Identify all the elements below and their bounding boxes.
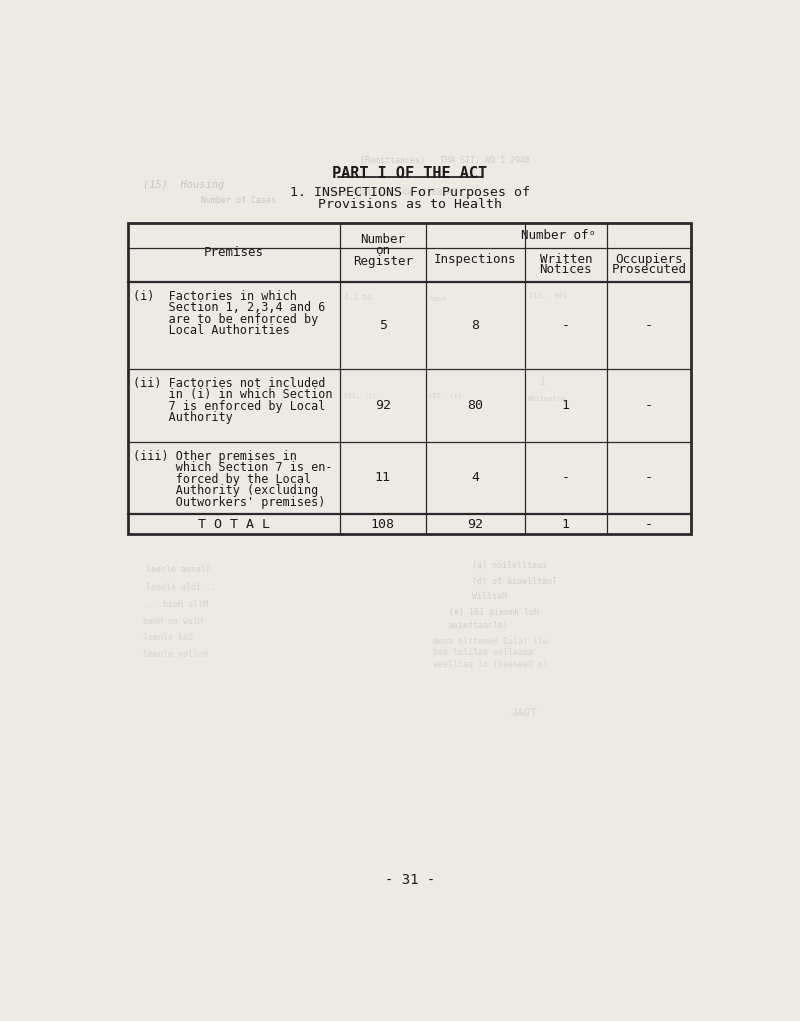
- Text: 111,  001: 111, 001: [529, 293, 567, 299]
- Text: on: on: [375, 244, 390, 257]
- Text: Inspections: Inspections: [434, 252, 516, 265]
- Text: -: -: [645, 518, 653, 531]
- Text: PART I OF THE ACT: PART I OF THE ACT: [333, 166, 487, 182]
- Text: 1: 1: [540, 377, 546, 387]
- Text: 4.1 ad: 4.1 ad: [344, 293, 372, 302]
- Text: Register: Register: [353, 255, 413, 268]
- Text: aeelllaq lo (beeseaO ol: aeelllaq lo (beeseaO ol: [434, 660, 548, 669]
- Text: 7 is enforced by Local: 7 is enforced by Local: [134, 399, 326, 412]
- Text: 151, (il: 151, (il: [428, 392, 462, 398]
- Text: 101, (il: 101, (il: [342, 392, 377, 398]
- Text: Number ofᵒ: Number ofᵒ: [521, 229, 596, 242]
- Text: and Adatal dilda of BBRAS  .5: and Adatal dilda of BBRAS .5: [333, 188, 478, 197]
- Text: which Section 7 is en-: which Section 7 is en-: [134, 461, 333, 475]
- Text: Authority (excluding: Authority (excluding: [134, 484, 318, 497]
- Text: doua eltteneH Iulal llw: doua eltteneH Iulal llw: [434, 637, 548, 646]
- Text: 80: 80: [467, 399, 483, 412]
- Text: Noileplom: Noileplom: [527, 396, 566, 402]
- Text: in (i) in which Section: in (i) in which Section: [134, 388, 333, 401]
- Text: baa lolilaa aellaaoa: baa lolilaa aellaaoa: [434, 648, 534, 658]
- Text: Notices: Notices: [539, 263, 592, 277]
- Text: -: -: [645, 399, 653, 412]
- Text: - 31 -: - 31 -: [385, 873, 435, 887]
- Text: (e) 101 aieomk loH: (e) 101 aieomk loH: [449, 607, 538, 617]
- Text: 108: 108: [371, 518, 395, 531]
- Text: 92: 92: [375, 399, 391, 412]
- Text: -: -: [645, 319, 653, 332]
- Text: 1: 1: [562, 518, 570, 531]
- Text: are to be enforced by: are to be enforced by: [134, 312, 318, 326]
- Text: (iii) Other premises in: (iii) Other premises in: [134, 450, 298, 463]
- Text: 8: 8: [471, 319, 479, 332]
- Text: Number of Cases: Number of Cases: [201, 196, 276, 204]
- Text: (15)  Housing: (15) Housing: [142, 181, 224, 190]
- Text: Number: Number: [360, 234, 406, 246]
- Text: Section 1, 2,3,4 and 6: Section 1, 2,3,4 and 6: [134, 301, 326, 314]
- Text: (ii) Factories not included: (ii) Factories not included: [134, 377, 326, 390]
- Text: (d) ot aioelltauT: (d) ot aioelltauT: [472, 577, 557, 586]
- Text: Outworkers' premises): Outworkers' premises): [134, 496, 326, 509]
- Text: Provisions as to Health: Provisions as to Health: [318, 198, 502, 211]
- Text: baoH no wslH: baoH no wslH: [142, 617, 202, 626]
- Text: -: -: [562, 319, 570, 332]
- Text: Authority: Authority: [134, 411, 233, 425]
- Text: leenle alol...: leenle alol...: [146, 583, 217, 592]
- Text: forced by the Local: forced by the Local: [134, 473, 311, 486]
- Text: aeiettaaslel: aeiettaaslel: [449, 622, 509, 631]
- Text: Occupiers: Occupiers: [615, 252, 683, 265]
- Text: JAOT: JAOT: [510, 708, 538, 718]
- Text: Written: Written: [539, 252, 592, 265]
- Bar: [128, 223, 691, 534]
- Text: Prosecuted: Prosecuted: [611, 263, 686, 277]
- Text: leenle nolloH: leenle nolloH: [142, 650, 208, 659]
- Text: 1. INSPECTIONS For Purposes of: 1. INSPECTIONS For Purposes of: [290, 186, 530, 199]
- Text: 1: 1: [562, 399, 570, 412]
- Text: -: -: [562, 472, 570, 484]
- Text: leenle kaO: leenle kaO: [142, 633, 193, 642]
- Text: 4: 4: [471, 472, 479, 484]
- Text: laud: laud: [430, 296, 446, 302]
- Text: Local Authorities: Local Authorities: [134, 325, 290, 337]
- Text: 92: 92: [467, 518, 483, 531]
- Text: 5: 5: [379, 319, 387, 332]
- Text: Premises: Premises: [204, 246, 264, 258]
- Text: -: -: [645, 472, 653, 484]
- Text: (i)  Factories in which: (i) Factories in which: [134, 290, 298, 302]
- Text: WillsaM: WillsaM: [472, 592, 507, 601]
- Text: ....bsoH allM: ....bsoH allM: [142, 600, 208, 609]
- Text: leenle aonalO: leenle aonalO: [146, 566, 211, 574]
- Text: 11: 11: [375, 472, 391, 484]
- Text: (Remittances)   THA SIT, NO I 2948: (Remittances) THA SIT, NO I 2948: [360, 155, 530, 164]
- Text: (a) noilelltaui: (a) noilelltaui: [472, 562, 547, 571]
- Text: T O T A L: T O T A L: [198, 518, 270, 531]
